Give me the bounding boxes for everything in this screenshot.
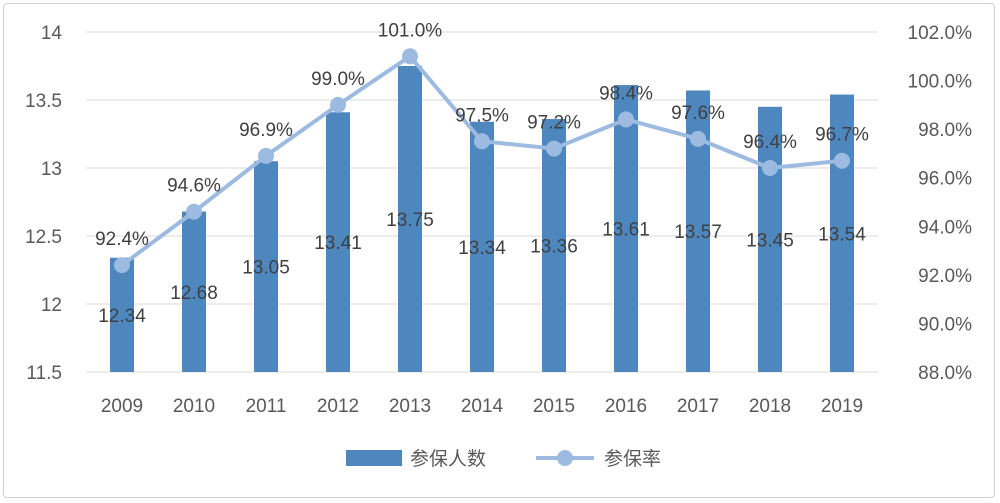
y-left-tick-label: 13.5 bbox=[25, 91, 62, 112]
bar-value-label: 13.61 bbox=[602, 220, 650, 241]
bar-value-label: 13.36 bbox=[530, 237, 578, 258]
x-tick-label: 2016 bbox=[605, 396, 647, 417]
y-left-tick-label: 12 bbox=[41, 295, 62, 316]
bar-value-label: 13.41 bbox=[314, 233, 362, 254]
rate-point bbox=[690, 130, 706, 147]
x-tick-label: 2018 bbox=[749, 396, 791, 417]
rate-value-label: 97.6% bbox=[671, 103, 725, 124]
rate-value-label: 94.6% bbox=[167, 176, 221, 197]
bar bbox=[830, 94, 854, 372]
rate-value-label: 92.4% bbox=[95, 229, 149, 250]
rate-value-label: 98.4% bbox=[599, 83, 653, 104]
y-right-tick-label: 90.0% bbox=[918, 314, 972, 335]
line-series bbox=[114, 48, 850, 274]
legend-line-label: 参保率 bbox=[604, 448, 661, 470]
y-left-tick-label: 13 bbox=[41, 159, 62, 180]
bar-value-label: 13.57 bbox=[674, 222, 722, 243]
bar bbox=[110, 257, 134, 372]
bar-value-label: 13.54 bbox=[818, 224, 866, 245]
gridlines bbox=[86, 31, 878, 373]
x-tick-label: 2015 bbox=[533, 396, 575, 417]
y-left-tick-label: 11.5 bbox=[26, 363, 62, 384]
rate-value-label: 99.0% bbox=[311, 69, 365, 90]
bar bbox=[182, 211, 206, 372]
y-left-tick-label: 12.5 bbox=[25, 227, 62, 248]
bar-value-label: 13.05 bbox=[242, 258, 290, 279]
rate-point bbox=[474, 133, 490, 150]
x-tick-label: 2012 bbox=[317, 396, 359, 417]
y-right-tick-label: 102.0% bbox=[908, 23, 973, 44]
rate-value-label: 96.7% bbox=[815, 125, 869, 146]
x-tick-label: 2010 bbox=[173, 396, 215, 417]
y-right-tick-label: 94.0% bbox=[918, 217, 972, 238]
rate-point bbox=[762, 160, 778, 176]
y-right-tick-label: 88.0% bbox=[918, 363, 972, 384]
bar bbox=[470, 121, 494, 372]
rate-value-label: 96.9% bbox=[239, 120, 293, 141]
legend-line-marker bbox=[557, 450, 573, 466]
x-tick-label: 2017 bbox=[677, 396, 719, 417]
bar-value-label: 13.34 bbox=[458, 238, 506, 259]
x-tick-label: 2009 bbox=[101, 396, 143, 417]
rate-value-label: 97.5% bbox=[455, 105, 509, 126]
rate-point bbox=[330, 96, 346, 113]
legend-bar-swatch bbox=[346, 450, 402, 466]
bar bbox=[398, 66, 422, 372]
x-tick-label: 2011 bbox=[246, 396, 287, 417]
y-right-tick-label: 98.0% bbox=[918, 120, 972, 141]
bar bbox=[542, 119, 566, 372]
rate-point bbox=[114, 257, 130, 274]
rate-value-label: 97.2% bbox=[527, 113, 581, 134]
bar bbox=[326, 112, 350, 373]
x-tick-label: 2013 bbox=[389, 396, 431, 417]
bar-value-label: 12.68 bbox=[170, 283, 218, 304]
y-right-tick-label: 92.0% bbox=[918, 266, 972, 287]
bar-value-label: 12.34 bbox=[98, 306, 146, 327]
bar bbox=[758, 106, 782, 373]
y-left-tick-label: 14 bbox=[41, 23, 63, 44]
axes: 11.5 12 12.5 13 13.5 14 88.0% 90.0% 92.0% 94.0% 96… bbox=[25, 23, 972, 417]
data-labels: 12.34 12.68 13.05 13.41 13.75 13.34 13.36 13.61… bbox=[95, 20, 869, 327]
bar-series bbox=[110, 66, 854, 373]
y-right-tick-label: 100.0% bbox=[908, 72, 973, 93]
bar-value-label: 13.45 bbox=[746, 230, 794, 251]
rate-point bbox=[834, 152, 850, 169]
rate-value-label: 101.0% bbox=[378, 20, 443, 41]
legend: 参保人数 参保率 bbox=[346, 448, 661, 470]
bar-value-label: 13.75 bbox=[386, 210, 434, 231]
y-right-tick-label: 96.0% bbox=[918, 169, 972, 190]
rate-point bbox=[618, 111, 634, 128]
x-tick-label: 2014 bbox=[461, 396, 504, 417]
legend-bar-label: 参保人数 bbox=[410, 448, 486, 470]
rate-point bbox=[402, 48, 418, 65]
rate-point bbox=[258, 147, 274, 164]
rate-point bbox=[186, 203, 202, 220]
chart-frame bbox=[3, 3, 995, 498]
rate-point bbox=[546, 140, 562, 157]
bar bbox=[254, 161, 278, 372]
rate-value-label: 96.4% bbox=[743, 132, 797, 153]
x-tick-label: 2019 bbox=[821, 396, 863, 417]
bar bbox=[614, 85, 638, 372]
